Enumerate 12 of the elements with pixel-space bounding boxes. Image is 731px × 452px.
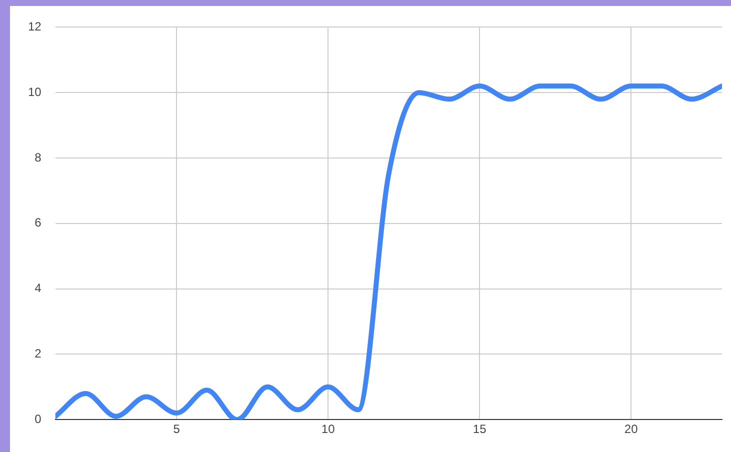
y-tick-label: 6: [34, 216, 42, 230]
y-tick-label: 10: [28, 84, 42, 99]
y-tick-label: 4: [34, 281, 42, 296]
y-tick-label: 8: [34, 150, 42, 164]
y-tick-label: 12: [28, 20, 42, 34]
y-tick-label: 0: [34, 412, 42, 426]
x-tick-label: 10: [321, 422, 336, 436]
page-frame: 5 10 15 20 0 2 4 6 8 10 12: [10, 6, 731, 452]
x-tick-label: 5: [173, 422, 180, 436]
y-tick-label: 2: [34, 346, 42, 361]
x-tick-label: 15: [472, 422, 487, 436]
x-tick-label: 20: [624, 422, 638, 436]
